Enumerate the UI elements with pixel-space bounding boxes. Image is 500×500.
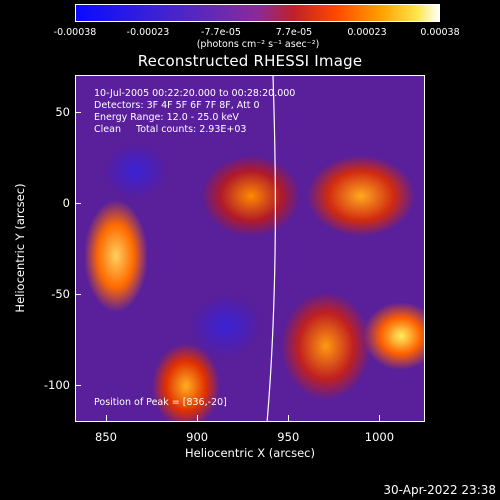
- colorbar-tick-label: 7.7e-05: [275, 27, 313, 38]
- solar-limb-svg: [266, 76, 276, 421]
- timestamp: 30-Apr-2022 23:38: [383, 483, 496, 497]
- x-tick-label: 900: [186, 430, 209, 444]
- annotation-peak-position: Position of Peak = [836,-20]: [94, 397, 227, 408]
- y-axis-label: Heliocentric Y (arcsec): [13, 183, 27, 313]
- y-tick-mark: [75, 385, 81, 387]
- y-tick-label: 50: [55, 104, 70, 119]
- y-tick-label: 0: [62, 195, 70, 210]
- x-tick-mark: [379, 415, 381, 421]
- y-tick-label: -100: [43, 378, 70, 393]
- x-tick-mark: [105, 415, 107, 421]
- colorbar-tick-label: -7.7e-05: [201, 27, 241, 38]
- colorbar-tick-label: -0.00038: [53, 27, 97, 38]
- annotation-time-range: 10-Jul-2005 00:22:20.000 to 00:28:20.000: [94, 88, 296, 99]
- heatmap-plot-area: 10-Jul-2005 00:22:20.000 to 00:28:20.000…: [75, 75, 425, 422]
- chart-title: Reconstructed RHESSI Image: [137, 52, 363, 70]
- x-axis-label: Heliocentric X (arcsec): [185, 446, 315, 460]
- x-tick-label: 1000: [364, 430, 395, 444]
- colorbar-tick-label: 0.00023: [347, 27, 387, 38]
- colorbar: [75, 4, 440, 22]
- y-tick-mark: [75, 202, 81, 204]
- annotation-energy-range: Energy Range: 12.0 - 25.0 keV: [94, 112, 239, 123]
- x-tick-mark: [197, 415, 199, 421]
- x-tick-label: 850: [95, 430, 117, 444]
- x-tick-label: 950: [277, 430, 300, 444]
- annotation-clean-counts: Clean Total counts: 2.93E+03: [94, 124, 247, 135]
- colorbar-tick-label: -0.00023: [126, 27, 170, 38]
- y-tick-label: -50: [51, 287, 70, 302]
- y-tick-mark: [75, 111, 81, 113]
- colorbar-unit-label: (photons cm⁻² s⁻¹ asec⁻²): [196, 39, 320, 50]
- y-tick-mark: [75, 294, 81, 296]
- x-tick-mark: [288, 415, 290, 421]
- annotation-detectors: Detectors: 3F 4F 5F 6F 7F 8F, Att 0: [94, 100, 260, 111]
- solar-limb-line: [266, 76, 276, 421]
- colorbar-tick-label: 0.00038: [420, 27, 460, 38]
